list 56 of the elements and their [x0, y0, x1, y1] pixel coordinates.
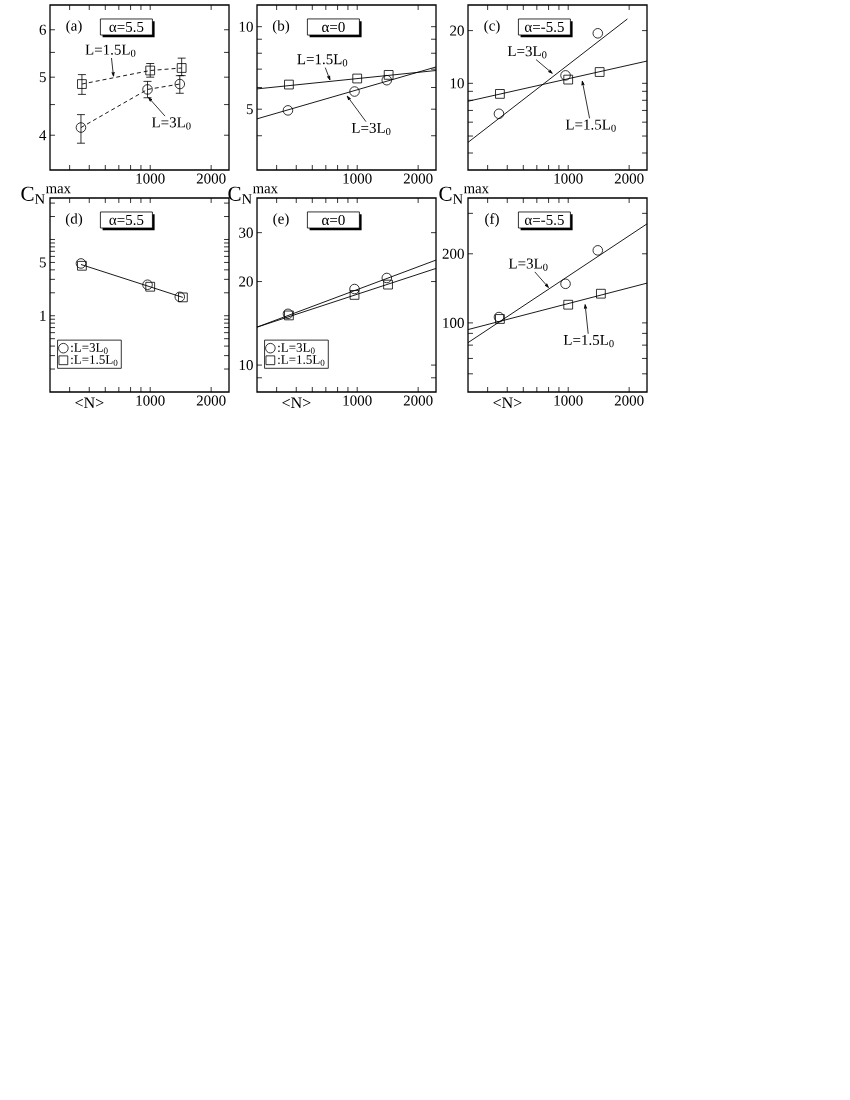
annotation: (c)	[484, 20, 500, 34]
y-tick-label: 20	[239, 276, 253, 287]
legend-label: :L=3L$_{0}$	[278, 343, 315, 354]
annotation: L=3L$_{0}$	[508, 258, 548, 271]
y-tick-label: 6	[39, 24, 47, 35]
annotation: L=1.5L$_{0}$	[565, 119, 616, 132]
annotation: L=3L$_{0}$	[151, 117, 191, 130]
annotation: α=0	[322, 21, 345, 33]
y-tick-label: 5	[246, 104, 253, 115]
annotation: L=1.5L$_{0}$	[297, 54, 348, 67]
y-axis-title: C$_{N}$max	[439, 186, 489, 204]
x-axis-title: <N>	[75, 397, 104, 408]
annotation: (d)	[65, 213, 83, 227]
y-axis-title: C$_{N}$max	[21, 186, 71, 204]
y-axis-title: C$_{N}$max	[228, 186, 278, 204]
x-tick-label: 1000	[343, 173, 372, 184]
x-tick-label: 1000	[554, 395, 583, 406]
x-tick-label: 2000	[614, 395, 644, 406]
legend-label: :L=3L$_{0}$	[71, 343, 108, 354]
x-tick-label: 2000	[196, 173, 226, 184]
annotation: L=1.5L$_{0}$	[563, 334, 614, 348]
y-tick-label: 5	[39, 72, 46, 83]
x-tick-label: 2000	[196, 395, 226, 406]
x-tick-label: 1000	[136, 395, 165, 406]
annotation: L=3L$_{0}$	[351, 122, 391, 136]
x-tick-label: 2000	[403, 173, 433, 184]
legend-label: :L=1.5L$_{0}$	[71, 355, 118, 366]
y-tick-label: 10	[239, 21, 253, 32]
annotation: L=1.5L$_{0}$	[85, 44, 136, 57]
annotation: (f)	[485, 213, 499, 227]
legend-label: :L=1.5L$_{0}$	[278, 355, 325, 366]
y-tick-label: 200	[442, 248, 464, 259]
y-tick-label: 10	[450, 78, 464, 89]
annotation: α=5.5	[109, 214, 144, 226]
y-tick-label: 1	[40, 310, 46, 321]
annotation: α=-5.5	[524, 21, 564, 33]
y-tick-label: 30	[239, 227, 253, 238]
annotation: (e)	[273, 213, 289, 227]
x-tick-label: 1000	[343, 395, 372, 406]
y-tick-label: 4	[39, 130, 47, 141]
y-tick-label: 100	[443, 317, 464, 328]
annotation: (a)	[66, 20, 82, 34]
annotation: L=3L$_{0}$	[507, 46, 547, 59]
annotation: α=0	[322, 214, 345, 226]
annotation: α=-5.5	[524, 214, 564, 226]
x-tick-label: 2000	[614, 173, 644, 184]
x-tick-label: 2000	[403, 395, 433, 406]
annotation: α=5.5	[109, 21, 144, 33]
x-axis-title: <N>	[282, 397, 311, 408]
x-tick-label: 1000	[554, 173, 583, 184]
y-tick-label: 5	[39, 257, 46, 268]
y-tick-label: 10	[239, 360, 253, 371]
x-axis-title: <N>	[493, 397, 522, 408]
annotation: (b)	[272, 20, 290, 34]
y-tick-label: 20	[450, 25, 464, 36]
x-tick-label: 1000	[136, 173, 165, 184]
